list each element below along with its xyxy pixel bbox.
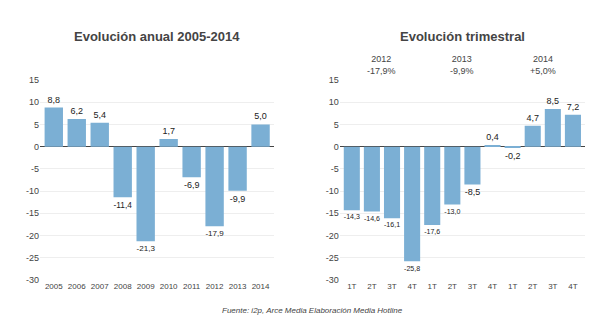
svg-text:15: 15 — [329, 75, 339, 85]
svg-text:2007: 2007 — [91, 282, 109, 291]
svg-text:-6,9: -6,9 — [184, 180, 200, 190]
svg-text:2012: 2012 — [206, 282, 224, 291]
svg-text:-0,2: -0,2 — [505, 151, 521, 161]
svg-text:3T: 3T — [387, 282, 396, 291]
svg-text:-8,5: -8,5 — [465, 187, 481, 197]
svg-text:-25: -25 — [326, 253, 339, 263]
svg-text:Evolución trimestral: Evolución trimestral — [400, 29, 525, 44]
svg-text:2011: 2011 — [183, 282, 201, 291]
svg-text:-5: -5 — [31, 164, 39, 174]
svg-text:2012-17,9%: 2012-17,9% — [367, 54, 396, 76]
svg-text:-25: -25 — [26, 253, 39, 263]
svg-text:5,0: 5,0 — [254, 111, 267, 121]
svg-text:-25,8: -25,8 — [404, 265, 420, 272]
svg-text:2T: 2T — [448, 282, 457, 291]
svg-text:2013-9,9%: 2013-9,9% — [450, 54, 474, 76]
svg-text:2008: 2008 — [114, 282, 132, 291]
svg-text:10: 10 — [29, 97, 39, 107]
svg-text:-9,9: -9,9 — [230, 194, 246, 204]
svg-text:15: 15 — [29, 75, 39, 85]
svg-text:-21,3: -21,3 — [137, 244, 156, 253]
svg-text:4T: 4T — [407, 282, 416, 291]
svg-text:-20: -20 — [326, 231, 339, 241]
svg-text:-17,9: -17,9 — [205, 229, 224, 238]
svg-text:-14,3: -14,3 — [344, 213, 360, 220]
svg-text:Fuente: i2p, Arce Media Elabor: Fuente: i2p, Arce Media Elaboración Medi… — [222, 306, 403, 315]
svg-text:-20: -20 — [26, 231, 39, 241]
svg-text:-15: -15 — [326, 208, 339, 218]
svg-text:2013: 2013 — [229, 282, 247, 291]
svg-text:3T: 3T — [548, 282, 557, 291]
svg-text:1T: 1T — [508, 282, 517, 291]
svg-text:5,4: 5,4 — [93, 110, 106, 120]
svg-text:4T: 4T — [568, 282, 577, 291]
svg-text:-14,6: -14,6 — [364, 215, 380, 222]
svg-text:5: 5 — [334, 120, 339, 130]
svg-text:4,7: 4,7 — [526, 113, 539, 123]
svg-text:-10: -10 — [26, 186, 39, 196]
svg-text:5: 5 — [34, 120, 39, 130]
svg-text:4T: 4T — [488, 282, 497, 291]
svg-text:1,7: 1,7 — [162, 126, 175, 136]
svg-text:8,5: 8,5 — [547, 96, 560, 106]
svg-text:-10: -10 — [326, 186, 339, 196]
svg-text:2T: 2T — [528, 282, 537, 291]
svg-text:10: 10 — [329, 97, 339, 107]
svg-text:-5: -5 — [331, 164, 339, 174]
svg-text:2T: 2T — [367, 282, 376, 291]
svg-text:-30: -30 — [26, 275, 39, 285]
svg-text:2006: 2006 — [68, 282, 86, 291]
svg-text:-30: -30 — [326, 275, 339, 285]
svg-text:2005: 2005 — [45, 282, 63, 291]
svg-text:2014+5,0%: 2014+5,0% — [530, 54, 556, 76]
svg-text:-17,6: -17,6 — [424, 228, 440, 235]
svg-text:0: 0 — [334, 142, 339, 152]
svg-text:-16,1: -16,1 — [384, 221, 400, 228]
svg-text:0,4: 0,4 — [486, 132, 499, 142]
svg-text:2009: 2009 — [137, 282, 155, 291]
svg-text:-15: -15 — [26, 208, 39, 218]
svg-text:1T: 1T — [428, 282, 437, 291]
svg-text:3T: 3T — [468, 282, 477, 291]
svg-text:0: 0 — [34, 142, 39, 152]
svg-text:8,8: 8,8 — [48, 95, 61, 105]
svg-text:7,2: 7,2 — [567, 102, 580, 112]
svg-text:Evolución anual 2005-2014: Evolución anual 2005-2014 — [74, 29, 240, 44]
svg-text:1T: 1T — [347, 282, 356, 291]
svg-text:-13,0: -13,0 — [444, 208, 460, 215]
svg-text:-11,4: -11,4 — [114, 200, 133, 210]
svg-text:6,2: 6,2 — [71, 106, 84, 116]
svg-text:2014: 2014 — [252, 282, 270, 291]
svg-text:2010: 2010 — [160, 282, 178, 291]
